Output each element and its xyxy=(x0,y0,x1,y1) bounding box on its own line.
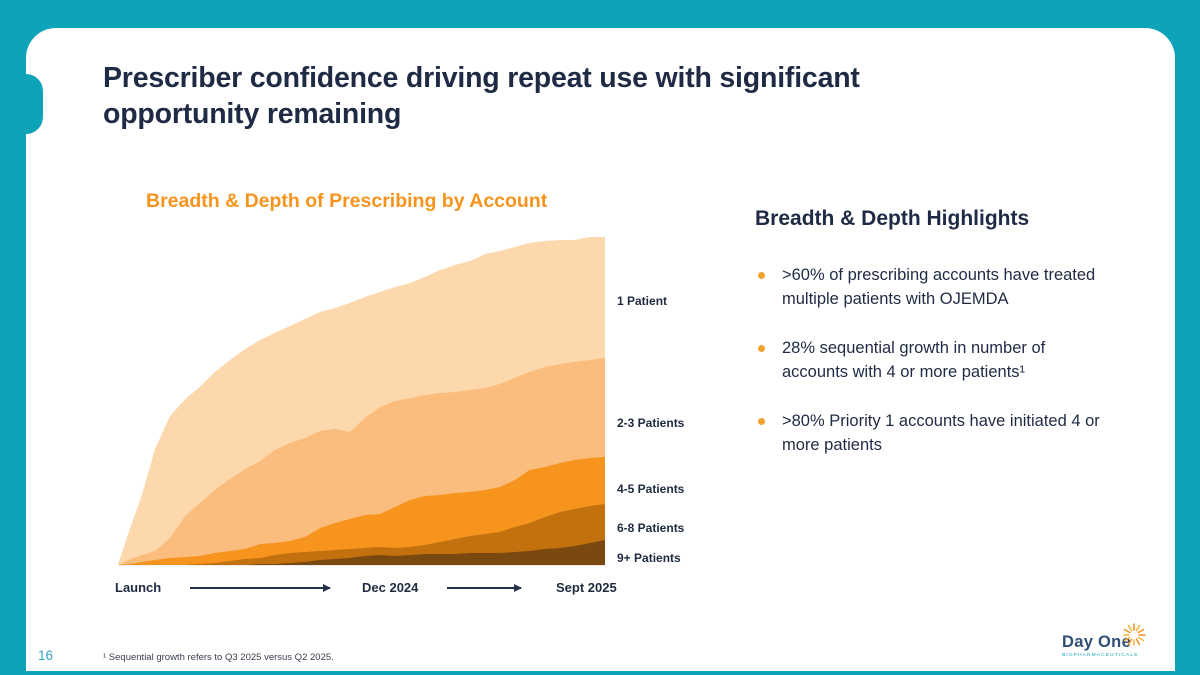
series-label-9-plus-patients: 9+ Patients xyxy=(617,551,681,565)
bullet-item: >60% of prescribing accounts have treate… xyxy=(755,264,1103,312)
right-arrow-icon xyxy=(190,584,331,591)
series-label-2-3-patients: 2-3 Patients xyxy=(617,416,685,430)
x-axis-label-dec-2024: Dec 2024 xyxy=(362,580,419,595)
chart-area-9-patients xyxy=(118,540,605,565)
right-arrow-icon xyxy=(447,584,522,591)
dayone-logo: Day One BIOPHARMACEUTICALS xyxy=(1062,623,1157,658)
x-axis-label-launch: Launch xyxy=(115,580,162,595)
page-number: 16 xyxy=(38,648,54,663)
chart-area-6-8-patients xyxy=(118,504,605,565)
logo-wordmark: Day One xyxy=(1062,633,1132,651)
series-label-1-patient: 1 Patient xyxy=(617,294,668,308)
logo-subtext: BIOPHARMACEUTICALS xyxy=(1062,653,1139,658)
stacked-area-chart xyxy=(118,237,605,565)
series-label-4-5-patients: 4-5 Patients xyxy=(617,482,685,496)
bullet-item: >80% Priority 1 accounts have initiated … xyxy=(755,410,1103,458)
highlights-bullet-list: >60% of prescribing accounts have treate… xyxy=(755,264,1103,483)
x-axis-label-sept-2025: Sept 2025 xyxy=(556,580,617,595)
bullet-item: 28% sequential growth in number of accou… xyxy=(755,337,1103,385)
sunburst-icon xyxy=(1123,623,1146,646)
chart-baseline xyxy=(118,565,605,566)
chart-title: Breadth & Depth of Prescribing by Accoun… xyxy=(146,190,548,212)
left-notch-decoration xyxy=(26,74,43,134)
series-label-6-8-patients: 6-8 Patients xyxy=(617,521,685,535)
footnote: ¹ Sequential growth refers to Q3 2025 ve… xyxy=(103,652,334,663)
page-title: Prescriber confidence driving repeat use… xyxy=(103,62,860,131)
highlights-heading: Breadth & Depth Highlights xyxy=(755,207,1030,230)
